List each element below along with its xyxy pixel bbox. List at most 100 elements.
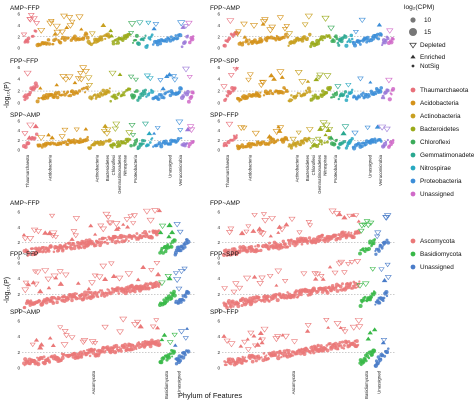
fungi-point-enriched-unassigned — [185, 327, 190, 330]
fungi-point-depleted-ascomycota — [119, 316, 128, 323]
bacteria-point-depleted-acidobacteria — [69, 19, 76, 25]
fungi-point-ascomycota — [333, 341, 338, 346]
fungi-point-depleted-ascomycota — [225, 229, 234, 236]
fungi-point-depleted-ascomycota — [227, 341, 236, 348]
bacteria-x-category-label-bacteroidetes: Bacteroidetes — [305, 155, 310, 181]
bacteria-ytick: 4 — [17, 77, 20, 82]
bacteria-point-depleted-acidobacteria — [276, 69, 285, 76]
legend-group-bacteroidetes: Bacteroidetes — [420, 126, 459, 133]
fungi-point-ascomycota — [105, 238, 109, 241]
bacteria-point-gemmatimonadetes — [343, 90, 348, 94]
bacteria-point-verrucomicrobia — [389, 40, 394, 45]
legend-depleted-icon — [409, 42, 417, 49]
bacteria-point-bacteroidetes — [121, 38, 125, 43]
bacteria-point-depleted-bacteroidetes — [111, 126, 119, 132]
fungi-point-depleted-ascomycota — [349, 324, 358, 331]
fungi-point-depleted-ascomycota — [101, 324, 109, 331]
bacteria-point-gemmatimonadetes — [342, 139, 347, 144]
bacteria-point-enriched-actinobacteria — [102, 123, 109, 128]
fungi-point-ascomycota — [67, 297, 71, 301]
fungi-point-ascomycota — [155, 232, 159, 237]
bacteria-x-category-label-unassigned: Unassigned — [368, 154, 373, 177]
fungi-x-category-label-basidiomycota: Basidiomycota — [364, 370, 369, 399]
bacteria-point-enriched-acidobacteria — [268, 72, 275, 78]
fungi-point-ascomycota — [116, 346, 119, 349]
fungi-point-ascomycota — [99, 240, 104, 245]
bacteria-point-actinobacteria — [296, 92, 299, 95]
bacteria-point-thaumarchaeota — [226, 94, 230, 98]
fungi-point-ascomycota — [286, 245, 290, 249]
fungi-point-depleted-ascomycota — [318, 273, 325, 279]
bacteria-point-acidobacteria — [62, 90, 66, 94]
fungi-ytick: 2 — [17, 240, 20, 245]
fungi-point-depleted-ascomycota — [72, 233, 80, 239]
fungi-point-enriched-ascomycota — [326, 325, 331, 329]
bacteria-point-enriched-proteobacteria — [368, 80, 373, 84]
bacteria-point-depleted-acidobacteria — [60, 13, 68, 20]
fungi-point-enriched-ascomycota — [276, 230, 281, 234]
fungi-point-enriched-ascomycota — [86, 286, 92, 291]
fungi-point-enriched-ascomycota — [37, 345, 44, 350]
fungi-point-unassigned — [383, 354, 387, 358]
fungi-point-ascomycota — [341, 282, 344, 286]
fungi-point-ascomycota — [316, 343, 321, 348]
bacteria-point-depleted-actinobacteria — [301, 22, 309, 28]
bacteria-point-depleted-actinobacteria — [304, 13, 313, 20]
fungi-point-depleted-unassigned — [378, 267, 385, 273]
bacteria-point-actinobacteria — [308, 89, 312, 94]
bacteria-ytick: 2 — [217, 138, 220, 143]
bacteria-point-depleted-acidobacteria — [259, 79, 267, 86]
bacteria-point-gemmatimonadetes — [142, 142, 145, 145]
fungi-point-depleted-ascomycota — [340, 327, 347, 332]
bacteria-point-acidobacteria — [255, 143, 259, 147]
bacteria-point-nitrospirae — [348, 40, 352, 44]
bacteria-point-proteobacteria — [379, 33, 383, 37]
fungi-point-depleted-ascomycota — [151, 208, 159, 214]
fungi-point-unassigned — [379, 243, 383, 247]
fungi-point-ascomycota — [302, 352, 307, 356]
bacteria-point-depleted-thaumarchaeota — [220, 84, 228, 90]
bacteria-point-bacteroidetes — [118, 143, 122, 147]
fungi-point-depleted-ascomycota — [50, 273, 59, 280]
bacteria-point-actinobacteria — [107, 90, 111, 94]
fungi-point-ascomycota — [287, 348, 291, 353]
bacteria-point-verrucomicrobia — [387, 97, 392, 102]
bacteria-point-chloroflexi — [331, 93, 335, 96]
fungi-ytick: 4 — [17, 225, 20, 230]
fungi-point-unassigned — [178, 358, 183, 363]
fungi-point-depleted-ascomycota — [41, 268, 50, 274]
fungi-point-ascomycota — [38, 249, 42, 254]
bacteria-point-actinobacteria — [306, 36, 309, 39]
fungi-point-ascomycota — [256, 243, 261, 248]
fungi-point-depleted-ascomycota — [149, 324, 157, 330]
bacteria-point-thaumarchaeota — [231, 35, 235, 39]
fungi-point-ascomycota — [227, 298, 231, 303]
bacteria-point-depleted-acidobacteria — [37, 27, 46, 34]
fungi-point-depleted-ascomycota — [245, 224, 252, 229]
bacteria-point-depleted-unassigned — [383, 126, 391, 133]
bacteria-point-acidobacteria — [47, 42, 52, 46]
bacteria-point-depleted-bacteroidetes — [307, 138, 316, 145]
bacteria-point-actinobacteria — [299, 143, 303, 147]
bacteria-point-depleted-nitrospirae — [145, 20, 152, 26]
fungi-ytick: 4 — [17, 334, 20, 339]
bacteria-point-unassigned — [381, 44, 384, 47]
fungi-point-depleted-ascomycota — [346, 213, 353, 219]
fungi-point-ascomycota — [338, 340, 342, 345]
fungi-ytick: 2 — [17, 350, 20, 355]
fungi-point-depleted-unassigned — [177, 329, 186, 335]
fungi-point-ascomycota — [36, 356, 39, 359]
bacteria-point-depleted-gemmatimonadetes — [141, 121, 149, 127]
fungi-point-ascomycota — [346, 232, 351, 237]
bacteria-point-enriched-proteobacteria — [164, 74, 170, 78]
fungi-point-basidiomycota — [166, 243, 169, 246]
fungi-point-ascomycota — [310, 345, 314, 348]
fungi-point-enriched-ascomycota — [135, 277, 141, 282]
fungi-point-ascomycota — [94, 290, 97, 293]
bacteria-point-acidobacteria — [60, 93, 64, 97]
fungi-point-ascomycota — [316, 289, 320, 293]
fungi-point-ascomycota — [347, 340, 351, 344]
bacteria-point-actinobacteria — [104, 139, 108, 143]
fungi-point-depleted-basidiomycota — [158, 223, 167, 230]
fungi-point-ascomycota — [98, 238, 101, 241]
